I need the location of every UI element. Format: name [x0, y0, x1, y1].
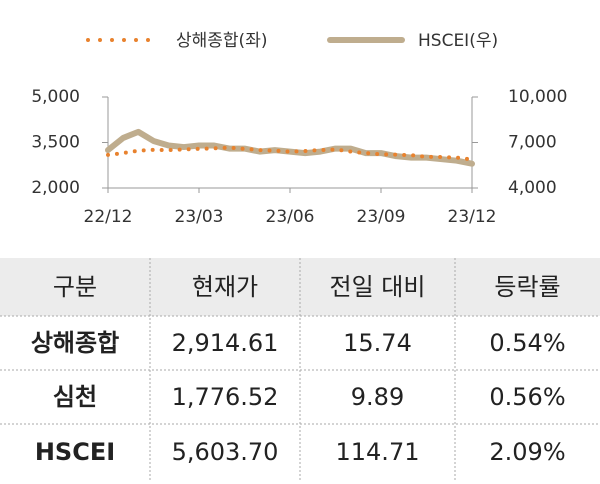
x-tick-label: 22/12 [84, 207, 133, 227]
table-cell: 9.89 [351, 383, 404, 411]
y2-tick-label: 7,000 [508, 133, 557, 153]
y-tick-label: 5,000 [31, 87, 80, 107]
series-line [105, 128, 475, 167]
table-cell: 등락률 [494, 273, 560, 301]
legend-label: HSCEI(우) [418, 31, 498, 51]
table-cell: 2,914.61 [172, 329, 279, 357]
table-cell: 상해종합 [31, 329, 119, 357]
table-cell: 심천 [53, 383, 97, 411]
table-cell: HSCEI [35, 438, 115, 466]
legend-label: 상해종합(좌) [176, 31, 267, 51]
table-cell: 2.09% [489, 438, 565, 466]
table-cell: 5,603.70 [172, 438, 279, 466]
y-tick-label: 2,000 [31, 178, 80, 198]
table-cell: 구분 [53, 273, 97, 301]
x-tick-label: 23/09 [357, 207, 406, 227]
table-cell: 현재가 [192, 273, 258, 301]
y2-tick-label: 10,000 [508, 87, 567, 107]
y-tick-label: 3,500 [31, 133, 80, 153]
table-cell: 0.54% [489, 329, 565, 357]
x-tick-label: 23/03 [175, 207, 224, 227]
table-cell: 전일 대비 [330, 273, 426, 301]
table-cell: 0.56% [489, 383, 565, 411]
table-cell: 15.74 [343, 329, 412, 357]
table-cell: 114.71 [336, 438, 420, 466]
x-tick-label: 23/06 [266, 207, 315, 227]
table-cell: 1,776.52 [172, 383, 279, 411]
y2-tick-label: 4,000 [508, 178, 557, 198]
x-tick-label: 23/12 [448, 207, 497, 227]
series-line [106, 145, 474, 162]
